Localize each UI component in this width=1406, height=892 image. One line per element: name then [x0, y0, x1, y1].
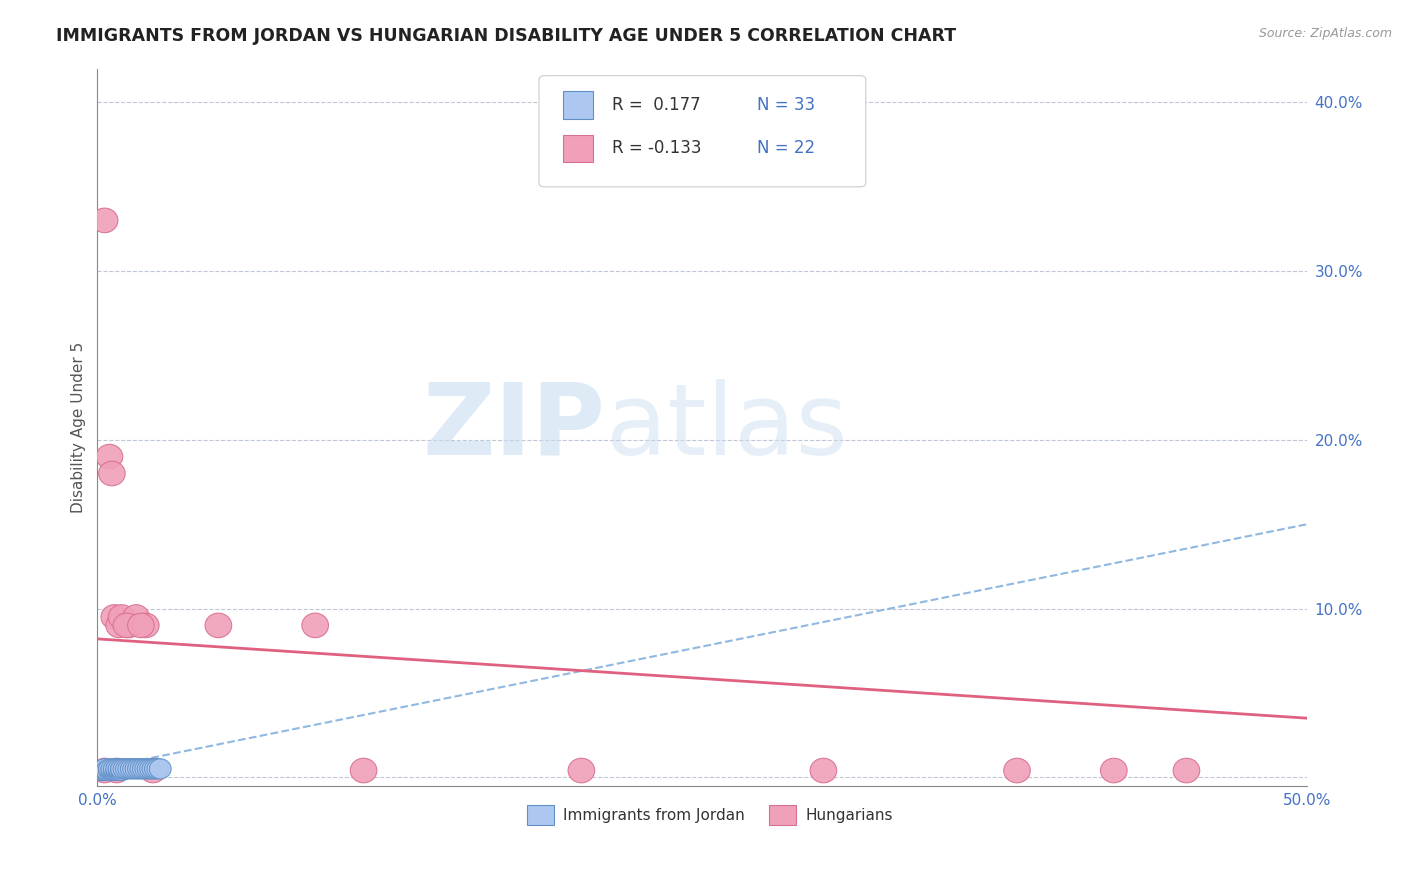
Ellipse shape	[129, 759, 152, 779]
Ellipse shape	[118, 759, 139, 779]
Ellipse shape	[115, 759, 138, 779]
Ellipse shape	[139, 758, 166, 783]
Ellipse shape	[1101, 758, 1128, 783]
Ellipse shape	[1004, 758, 1031, 783]
Text: Source: ZipAtlas.com: Source: ZipAtlas.com	[1258, 27, 1392, 40]
Ellipse shape	[104, 761, 125, 780]
Ellipse shape	[94, 759, 115, 779]
Ellipse shape	[568, 758, 595, 783]
Ellipse shape	[810, 758, 837, 783]
Ellipse shape	[104, 759, 125, 779]
Ellipse shape	[139, 759, 162, 779]
Ellipse shape	[101, 761, 122, 780]
Ellipse shape	[91, 761, 112, 780]
Ellipse shape	[138, 759, 159, 779]
Ellipse shape	[122, 759, 145, 779]
Ellipse shape	[135, 759, 156, 779]
Text: ZIP: ZIP	[423, 378, 606, 475]
Ellipse shape	[105, 759, 128, 779]
Ellipse shape	[142, 759, 165, 779]
Ellipse shape	[111, 761, 132, 780]
FancyBboxPatch shape	[538, 76, 866, 186]
Text: IMMIGRANTS FROM JORDAN VS HUNGARIAN DISABILITY AGE UNDER 5 CORRELATION CHART: IMMIGRANTS FROM JORDAN VS HUNGARIAN DISA…	[56, 27, 956, 45]
Text: Hungarians: Hungarians	[806, 807, 893, 822]
Ellipse shape	[145, 759, 166, 779]
Ellipse shape	[350, 758, 377, 783]
Ellipse shape	[89, 761, 111, 780]
Ellipse shape	[101, 605, 128, 629]
Ellipse shape	[205, 613, 232, 638]
Ellipse shape	[149, 759, 172, 779]
Ellipse shape	[122, 605, 149, 629]
Text: atlas: atlas	[606, 378, 848, 475]
Ellipse shape	[128, 613, 155, 638]
Ellipse shape	[98, 761, 121, 780]
Ellipse shape	[112, 613, 139, 638]
Ellipse shape	[98, 461, 125, 486]
Ellipse shape	[128, 759, 149, 779]
Ellipse shape	[105, 613, 132, 638]
Ellipse shape	[302, 613, 329, 638]
FancyBboxPatch shape	[564, 92, 593, 119]
Y-axis label: Disability Age Under 5: Disability Age Under 5	[72, 342, 86, 513]
Ellipse shape	[108, 759, 129, 779]
FancyBboxPatch shape	[564, 135, 593, 161]
FancyBboxPatch shape	[527, 805, 554, 825]
Ellipse shape	[125, 759, 148, 779]
Ellipse shape	[91, 208, 118, 233]
Ellipse shape	[91, 758, 118, 783]
Ellipse shape	[94, 761, 115, 780]
Text: Immigrants from Jordan: Immigrants from Jordan	[564, 807, 745, 822]
Ellipse shape	[96, 761, 118, 780]
Text: R = -0.133: R = -0.133	[612, 139, 702, 157]
FancyBboxPatch shape	[769, 805, 796, 825]
Ellipse shape	[115, 613, 142, 638]
Ellipse shape	[105, 761, 128, 780]
Ellipse shape	[96, 444, 122, 469]
Ellipse shape	[101, 759, 122, 779]
Ellipse shape	[108, 605, 135, 629]
Ellipse shape	[111, 759, 132, 779]
Text: N = 22: N = 22	[756, 139, 815, 157]
Text: N = 33: N = 33	[756, 96, 815, 114]
Ellipse shape	[132, 613, 159, 638]
Ellipse shape	[104, 758, 129, 783]
Ellipse shape	[148, 759, 169, 779]
Ellipse shape	[98, 759, 121, 779]
Ellipse shape	[121, 759, 142, 779]
Text: R =  0.177: R = 0.177	[612, 96, 700, 114]
Ellipse shape	[132, 759, 155, 779]
Ellipse shape	[108, 761, 129, 780]
Ellipse shape	[1173, 758, 1199, 783]
Ellipse shape	[112, 759, 135, 779]
